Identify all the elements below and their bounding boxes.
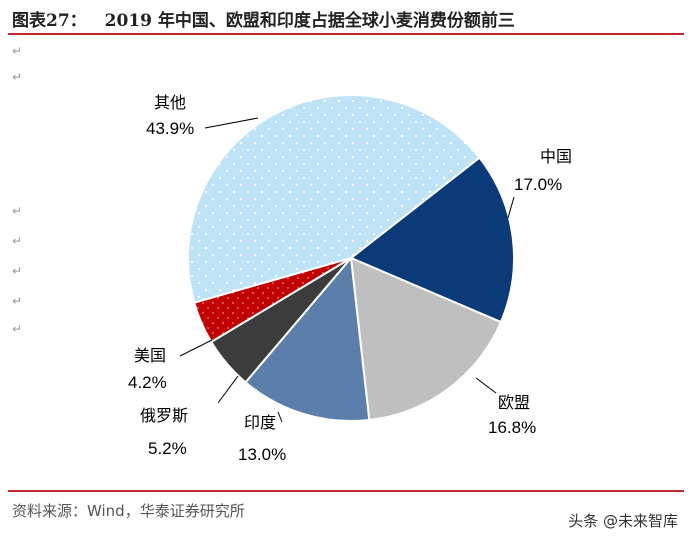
slice-name-label: 印度 bbox=[244, 413, 276, 432]
slice-name-label: 俄罗斯 bbox=[140, 406, 188, 425]
pie-slice-1 bbox=[349, 156, 515, 324]
slice-labels: 中国 17.0% 欧盟 16.8% 印度 13.0% 俄罗斯 5.2% 美国 4.2% 其他 43.9… bbox=[128, 93, 572, 464]
paragraph-mark: ↵ bbox=[12, 264, 23, 278]
slice-name-label: 美国 bbox=[134, 346, 166, 365]
pie-slice-2 bbox=[349, 256, 503, 422]
slice-name-label: 中国 bbox=[540, 147, 572, 166]
figure-label: 图表27： bbox=[12, 10, 87, 31]
slice-value-label: 17.0% bbox=[514, 175, 562, 194]
slice-value-label: 16.8% bbox=[488, 418, 536, 437]
leader-line bbox=[179, 339, 213, 357]
slice-value-label: 5.2% bbox=[148, 439, 187, 458]
source-note: 资料来源：Wind，华泰证券研究所 bbox=[12, 502, 245, 520]
paragraph-mark: ↵ bbox=[12, 234, 23, 248]
watermark: 头条 @未来智库 bbox=[568, 512, 678, 530]
header-rule bbox=[8, 33, 684, 35]
slice-name-label: 欧盟 bbox=[498, 393, 530, 412]
pie-slice-6 bbox=[187, 94, 481, 304]
slice-value-label: 43.9% bbox=[146, 119, 194, 138]
slice-value-label: 4.2% bbox=[128, 373, 167, 392]
leader-line bbox=[204, 117, 259, 129]
footer-rule bbox=[8, 490, 684, 492]
leader-line bbox=[217, 375, 239, 404]
leader-line bbox=[475, 377, 497, 394]
slice-value-label: 13.0% bbox=[238, 445, 286, 464]
pie-slices bbox=[187, 94, 515, 422]
paragraph-mark: ↵ bbox=[12, 294, 23, 308]
slice-name-label: 其他 bbox=[154, 93, 186, 112]
leader-line bbox=[277, 411, 283, 423]
leader-line bbox=[507, 196, 515, 219]
paragraph-mark: ↵ bbox=[12, 204, 23, 218]
pie-chart: 中国 17.0% 欧盟 16.8% 印度 13.0% 俄罗斯 5.2% 美国 4.2% 其他 43.9… bbox=[128, 93, 572, 464]
pie-slice-3 bbox=[244, 255, 371, 422]
figure-title: 2019 年中国、欧盟和印度占据全球小麦消费份额前三 bbox=[104, 10, 515, 31]
leader-lines bbox=[179, 117, 515, 423]
figure-header: 图表27： 2019 年中国、欧盟和印度占据全球小麦消费份额前三 bbox=[8, 4, 684, 32]
paragraph-mark: ↵ bbox=[12, 44, 23, 58]
paragraph-mark: ↵ bbox=[12, 70, 23, 84]
paragraph-mark: ↵ bbox=[12, 322, 23, 336]
